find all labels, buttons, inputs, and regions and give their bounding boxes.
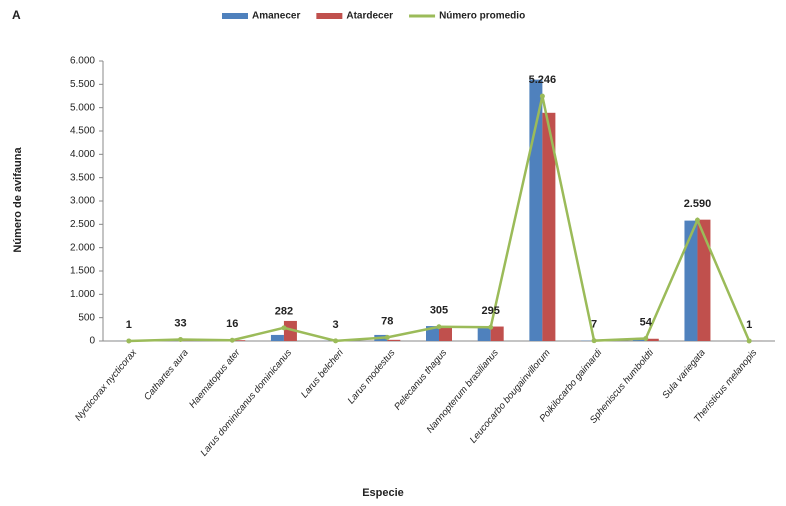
bar [232, 340, 246, 341]
y-axis-title: Número de avifauna [12, 147, 24, 253]
bar [490, 326, 504, 341]
bar [684, 220, 698, 341]
legend-label: Amanecer [252, 11, 300, 22]
data-label: 1 [746, 319, 752, 331]
x-tick-label: Larus modestus [346, 347, 398, 406]
line-marker [384, 334, 390, 340]
legend-label: Número promedio [439, 11, 525, 22]
bar [542, 112, 556, 341]
data-label: 305 [430, 305, 448, 317]
bar [697, 219, 711, 341]
bar [270, 334, 284, 341]
y-tick-label: 4.000 [70, 149, 95, 160]
line-marker [436, 324, 442, 330]
line-marker [694, 217, 700, 223]
bar [283, 320, 297, 341]
data-label: 295 [482, 305, 500, 317]
data-label: 2.590 [684, 198, 712, 210]
line-marker [126, 338, 132, 344]
bar [645, 338, 659, 341]
y-tick-label: 4.500 [70, 126, 95, 137]
y-tick-label: 5.000 [70, 102, 95, 113]
y-tick-label: 1.500 [70, 266, 95, 277]
y-tick-label: 0 [89, 336, 95, 347]
data-label: 16 [226, 318, 238, 330]
line-marker [281, 325, 287, 331]
bar [439, 327, 452, 341]
bar [387, 339, 401, 341]
bar [477, 327, 491, 341]
line-marker [591, 338, 597, 344]
data-label: 1 [126, 319, 132, 331]
data-label: 33 [174, 317, 186, 329]
x-tick-label: Larus dominicanus dominicanus [198, 347, 294, 458]
x-tick-label: Haematopus ater [187, 347, 243, 411]
y-tick-label: 5.500 [70, 79, 95, 90]
x-tick-label: Cathartes aura [142, 347, 191, 402]
data-label: 54 [640, 316, 653, 328]
line-marker [539, 93, 545, 99]
y-tick-label: 2.000 [70, 242, 95, 253]
x-axis-title: Especie [362, 487, 404, 499]
y-tick-label: 6.000 [70, 56, 95, 67]
line-marker [488, 324, 494, 330]
data-label: 3 [333, 319, 339, 331]
panel-label: A [12, 8, 21, 22]
legend-swatch [222, 13, 248, 19]
y-tick-label: 2.500 [70, 219, 95, 230]
x-tick-label: Pelecanus thagus [392, 347, 449, 412]
x-tick-label: Nycticorax nycticorax [73, 347, 140, 424]
line-marker [229, 337, 235, 343]
x-tick-label: Sula variegata [660, 347, 707, 401]
data-label: 5.246 [529, 74, 557, 86]
line-marker [643, 335, 649, 341]
legend-label: Atardecer [346, 11, 393, 22]
x-tick-label: Larus belcheri [299, 347, 346, 400]
legend-swatch [316, 13, 343, 19]
y-tick-label: 3.500 [70, 172, 95, 183]
y-tick-label: 1.000 [70, 289, 95, 300]
data-label: 7 [591, 319, 597, 331]
bar [529, 79, 543, 342]
line-marker [746, 338, 752, 344]
line-marker [333, 338, 339, 344]
y-tick-label: 3.000 [70, 196, 95, 207]
data-label: 78 [381, 315, 393, 327]
data-label: 282 [275, 306, 293, 318]
y-tick-label: 500 [78, 312, 95, 323]
line-marker [178, 336, 184, 342]
